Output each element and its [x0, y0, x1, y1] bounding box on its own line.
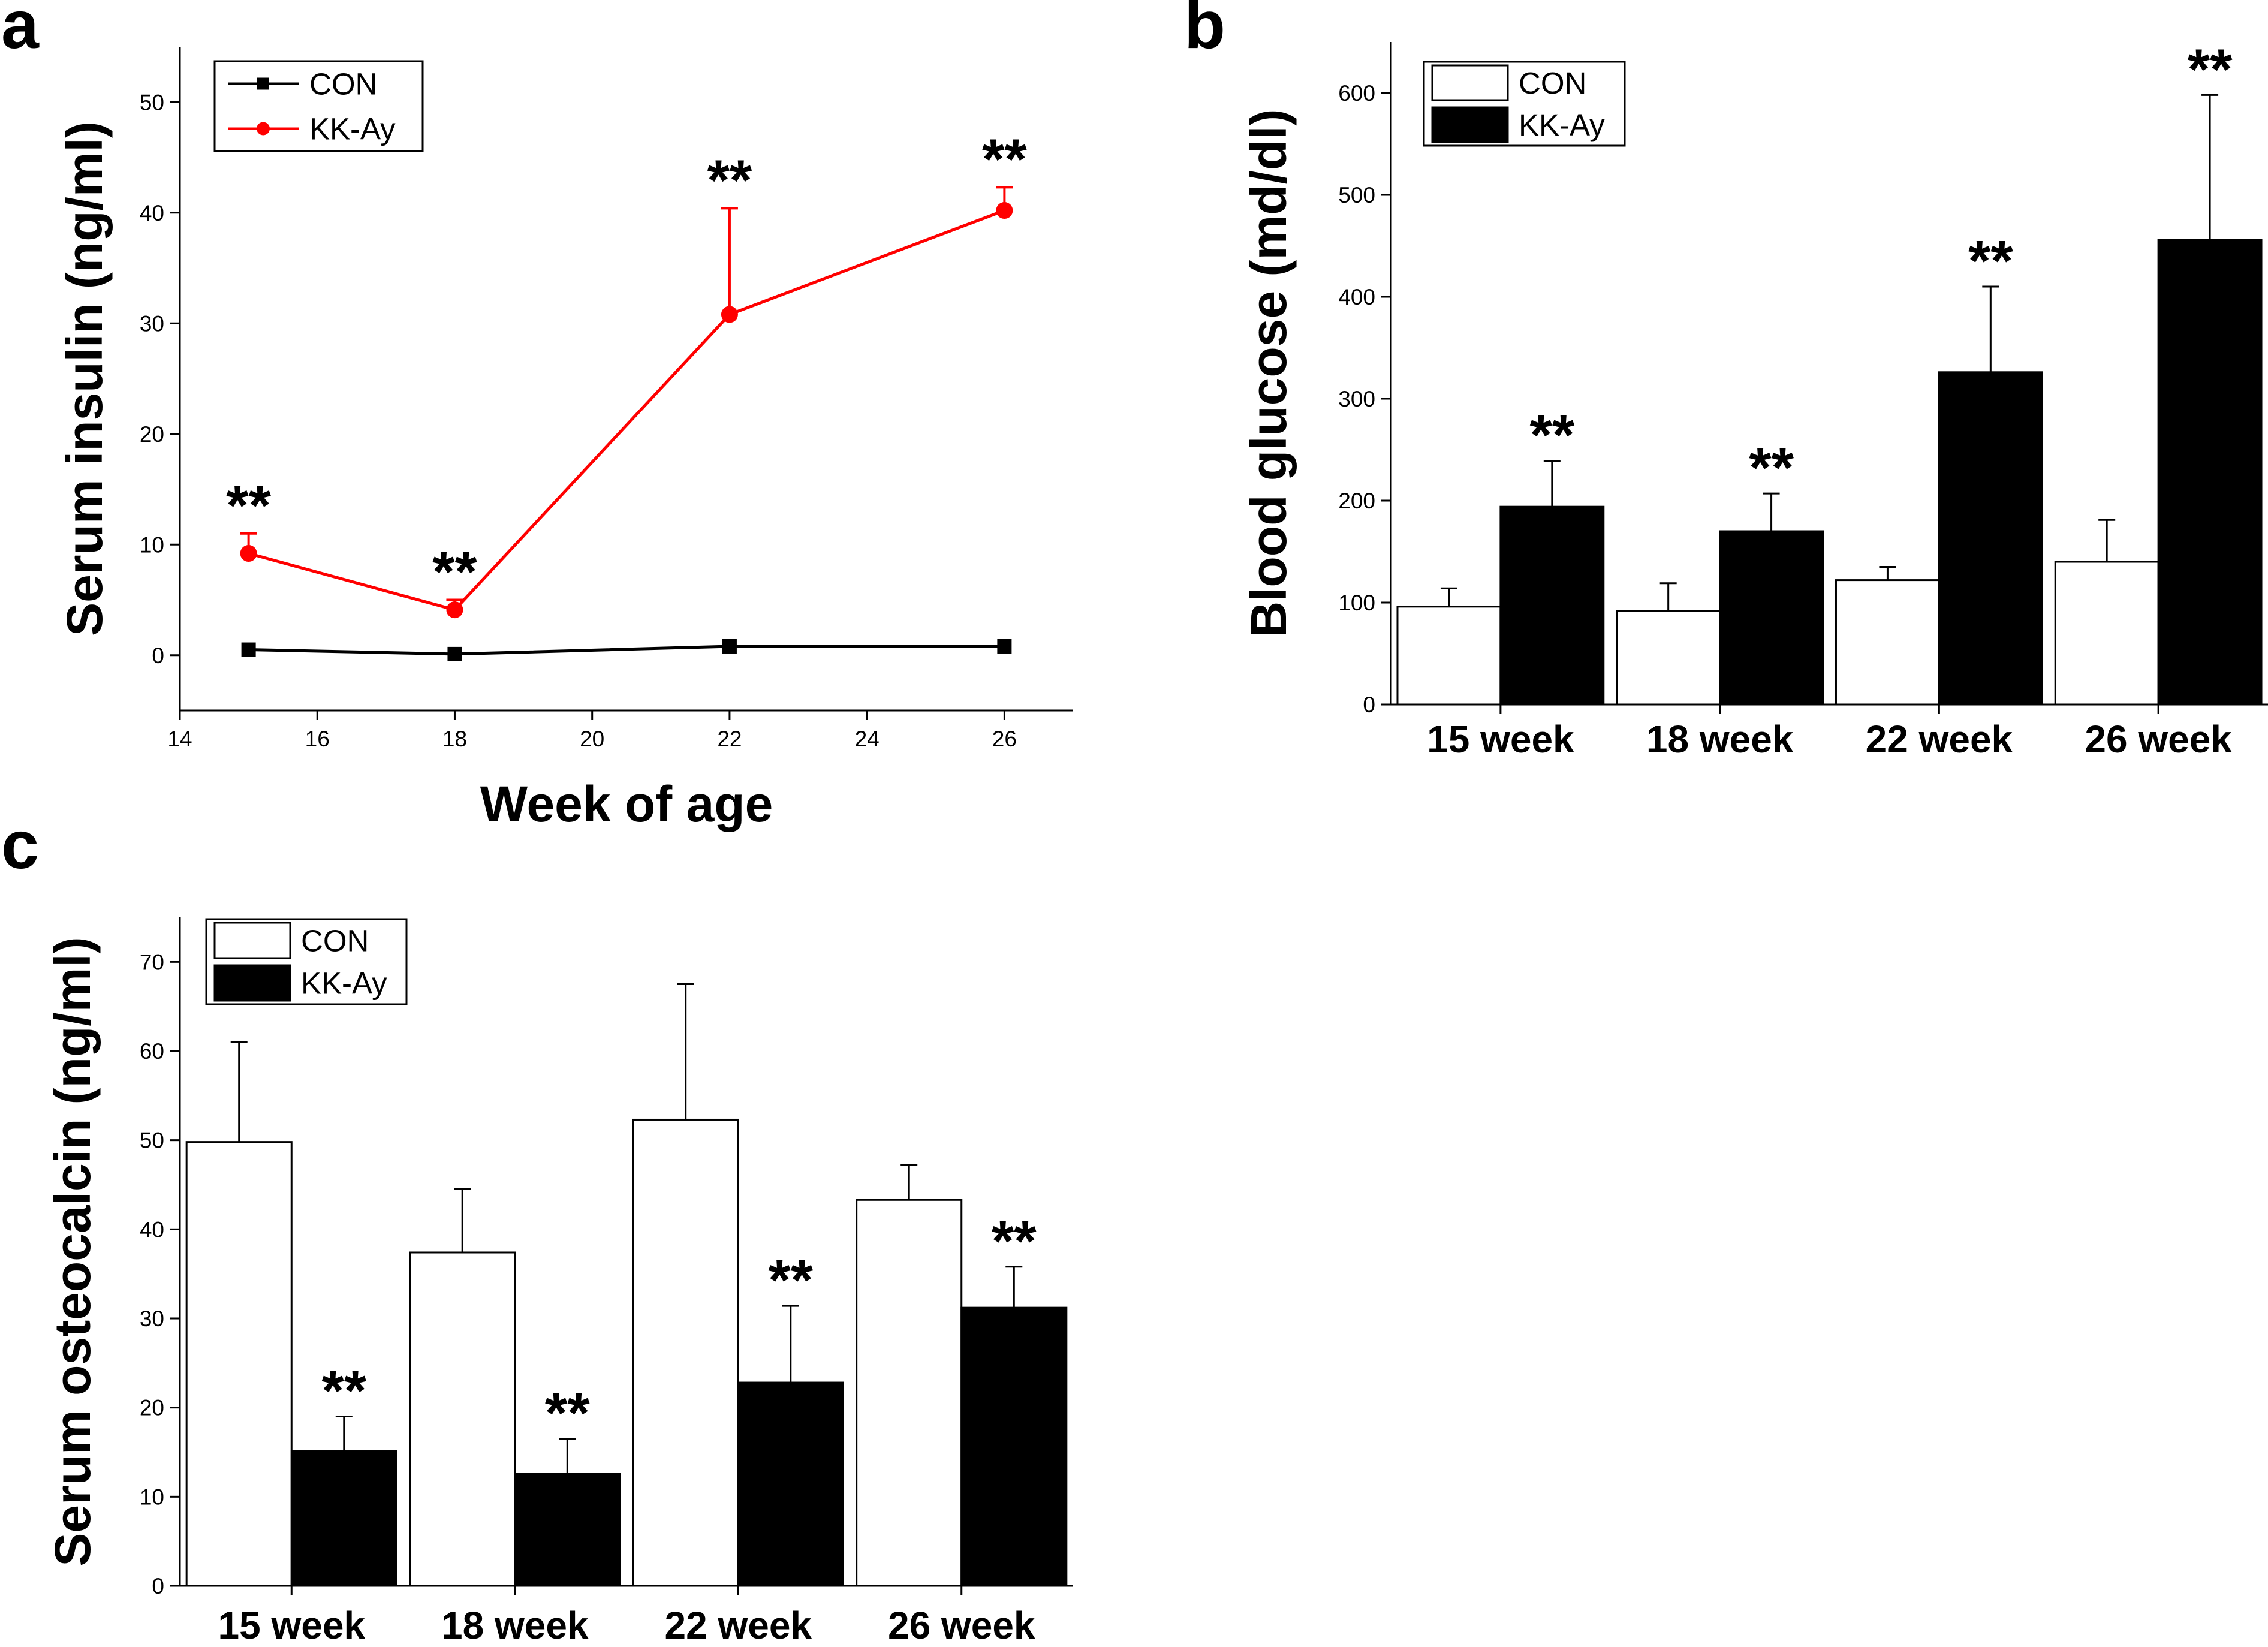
- panel-a-line-chart: 0 10 20 30 40 50 Serum insulin (ng/ml) 14 16 18 20…: [56, 47, 1073, 832]
- y-tick-label: 70: [140, 950, 164, 974]
- data-point-con: [997, 639, 1012, 654]
- bar-con-18-week: [1616, 610, 1721, 706]
- y-tick-label: 20: [140, 1396, 164, 1420]
- significance-marker: **: [707, 148, 752, 212]
- bar-con-18-week: [409, 1251, 516, 1587]
- y-tick-label: 0: [152, 643, 164, 668]
- significance-marker: **: [1749, 436, 1794, 500]
- data-point-kk-ay: [996, 202, 1013, 219]
- y-tick-label: 0: [1363, 692, 1375, 717]
- x-tick-label: 14: [167, 727, 192, 751]
- y-tick-label: 300: [1338, 387, 1375, 411]
- x-tick-label: 22: [717, 727, 742, 751]
- bar-kk-ay-18-week: [1719, 530, 1824, 706]
- data-point-kk-ay: [446, 601, 463, 619]
- y-tick-label: 30: [140, 311, 164, 336]
- legend-label-kk-ay: KK-Ay: [1519, 108, 1605, 142]
- y-tick-label: 200: [1338, 489, 1375, 513]
- bar-kk-ay-15-week: [1499, 505, 1605, 706]
- x-tick-label: 16: [305, 727, 330, 751]
- data-point-con: [722, 639, 737, 654]
- bar-con-15-week: [185, 1141, 293, 1587]
- data-point-con: [241, 642, 256, 657]
- data-point-con: [447, 646, 462, 661]
- x-axis-title: Week of age: [480, 776, 773, 832]
- legend-label-con: CON: [301, 924, 369, 958]
- significance-marker: **: [1968, 229, 2013, 293]
- category-label: 18 week: [1646, 718, 1794, 761]
- y-tick-label: 50: [140, 1128, 164, 1153]
- x-tick-label: 24: [855, 727, 880, 751]
- y-tick-label: 20: [140, 422, 164, 447]
- category-label: 26 week: [2085, 718, 2232, 761]
- bar-kk-ay-15-week: [290, 1450, 397, 1587]
- significance-marker: **: [226, 474, 271, 538]
- legend-label-con: CON: [309, 67, 377, 101]
- legend-label-kk-ay: KK-Ay: [309, 112, 396, 146]
- category-label: 22 week: [1866, 718, 2013, 761]
- bar-con-15-week: [1396, 606, 1502, 706]
- panel-b-bar-chart: 0 100 200 300 400 500 600 Blood glucose (md/dl)…: [1240, 37, 2268, 761]
- bar-con-26-week: [856, 1199, 963, 1587]
- panel-c-bar-chart: 0 10 20 30 40 50 60 70 Serum osteocalcin (ng/ml)…: [44, 917, 1073, 1647]
- significance-marker: **: [982, 127, 1027, 191]
- significance-marker: **: [321, 1359, 366, 1423]
- legend-label-kk-ay: KK-Ay: [301, 966, 387, 1001]
- category-label: 15 week: [1427, 718, 1574, 761]
- panel-c-letter: c: [1, 807, 39, 883]
- legend-marker-con: [257, 77, 269, 90]
- data-point-kk-ay: [721, 306, 738, 323]
- bar-kk-ay-18-week: [514, 1473, 621, 1587]
- x-tick-label: 18: [442, 727, 467, 751]
- y-tick-label: 40: [140, 1217, 164, 1242]
- bar-kk-ay-26-week: [960, 1306, 1068, 1587]
- panel-b-letter: b: [1184, 0, 1225, 62]
- legend-swatch-con: [213, 922, 291, 959]
- y-tick-label: 10: [140, 532, 164, 557]
- legend-box: [213, 60, 424, 152]
- panel-a-letter: a: [1, 0, 40, 62]
- data-point-kk-ay: [240, 545, 257, 562]
- y-tick-label: 100: [1338, 591, 1375, 615]
- bar-con-22-week: [632, 1118, 739, 1587]
- y-tick-label: 60: [140, 1039, 164, 1064]
- y-axis-title: Serum osteocalcin (ng/ml): [44, 937, 101, 1566]
- significance-marker: **: [432, 540, 477, 604]
- legend-swatch-con: [1431, 64, 1509, 101]
- category-label: 15 week: [218, 1604, 365, 1647]
- y-tick-label: 600: [1338, 81, 1375, 106]
- series-line-kk-ay: [248, 209, 1005, 612]
- x-tick-label: 26: [992, 727, 1017, 751]
- y-tick-label: 500: [1338, 183, 1375, 207]
- bar-con-22-week: [1835, 579, 1940, 706]
- significance-marker: **: [992, 1209, 1037, 1273]
- bar-con-26-week: [2054, 561, 2159, 706]
- significance-marker: **: [1529, 404, 1574, 468]
- significance-marker: **: [545, 1381, 590, 1446]
- x-tick-label: 20: [580, 727, 604, 751]
- category-label: 26 week: [888, 1604, 1035, 1647]
- significance-marker: **: [2188, 37, 2233, 101]
- category-label: 22 week: [664, 1604, 812, 1647]
- bar-kk-ay-22-week: [1938, 371, 2043, 706]
- y-tick-label: 30: [140, 1306, 164, 1331]
- y-axis-title: Serum insulin (ng/ml): [56, 121, 113, 636]
- y-axis-title: Blood glucose (md/dl): [1240, 109, 1297, 638]
- bar-kk-ay-22-week: [737, 1381, 844, 1587]
- legend-swatch-kk-ay: [213, 964, 291, 1002]
- y-tick-label: 10: [140, 1485, 164, 1509]
- y-tick-label: 0: [152, 1574, 164, 1598]
- y-tick-label: 50: [140, 90, 164, 115]
- category-label: 18 week: [441, 1604, 589, 1647]
- series-line-con: [248, 645, 1005, 656]
- bar-kk-ay-26-week: [2157, 239, 2263, 706]
- legend-marker-kk-ay: [257, 122, 270, 136]
- y-tick-label: 40: [140, 201, 164, 225]
- legend-label-con: CON: [1519, 66, 1586, 100]
- legend-swatch-kk-ay: [1431, 106, 1509, 143]
- y-tick-label: 400: [1338, 285, 1375, 309]
- significance-marker: **: [768, 1248, 813, 1312]
